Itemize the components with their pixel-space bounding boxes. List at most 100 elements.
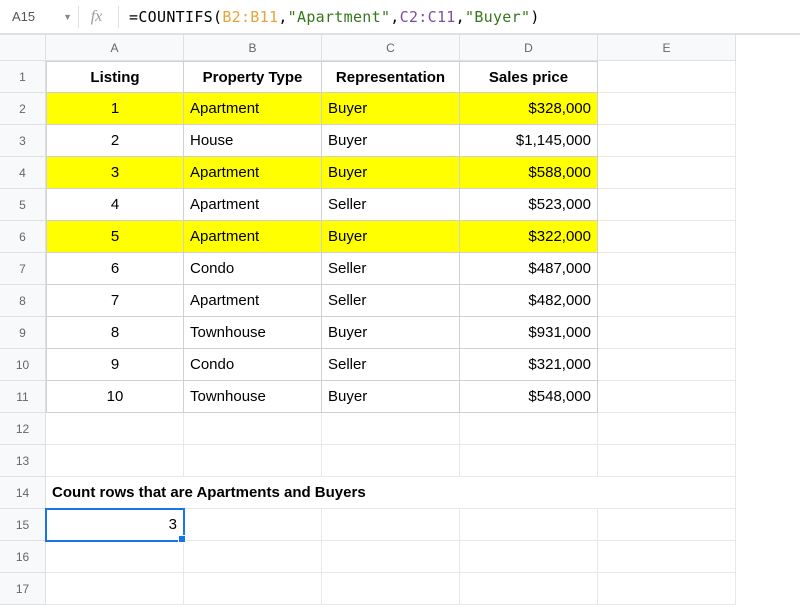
cell-price[interactable]: $1,145,000 <box>460 125 598 157</box>
cell-empty[interactable] <box>598 221 736 253</box>
cell-empty[interactable] <box>598 541 736 573</box>
row-header[interactable]: 16 <box>0 541 46 573</box>
cell-type[interactable]: Apartment <box>184 93 322 125</box>
cell-price[interactable]: $931,000 <box>460 317 598 349</box>
row-header[interactable]: 6 <box>0 221 46 253</box>
cell-empty[interactable] <box>598 317 736 349</box>
cell-rep[interactable]: Buyer <box>322 125 460 157</box>
col-header[interactable]: A <box>46 35 184 61</box>
cell-empty[interactable] <box>460 445 598 477</box>
cell-rep[interactable]: Seller <box>322 349 460 381</box>
cell-type[interactable]: Apartment <box>184 285 322 317</box>
cell-rep[interactable]: Buyer <box>322 221 460 253</box>
cell-type[interactable]: Townhouse <box>184 381 322 413</box>
cell-type[interactable]: Apartment <box>184 189 322 221</box>
cell-type[interactable]: Apartment <box>184 221 322 253</box>
cell-rep[interactable]: Buyer <box>322 317 460 349</box>
summary-label[interactable]: Count rows that are Apartments and Buyer… <box>46 477 598 509</box>
cell-empty[interactable] <box>598 93 736 125</box>
cell-price[interactable]: $328,000 <box>460 93 598 125</box>
cell-empty[interactable] <box>598 349 736 381</box>
row-header[interactable]: 1 <box>0 61 46 93</box>
cell-rep[interactable]: Buyer <box>322 157 460 189</box>
cell-type[interactable]: Apartment <box>184 157 322 189</box>
cell-listing[interactable]: 6 <box>46 253 184 285</box>
cell-empty[interactable] <box>460 413 598 445</box>
col-header[interactable]: B <box>184 35 322 61</box>
cell-price[interactable]: $548,000 <box>460 381 598 413</box>
cell-empty[interactable] <box>598 189 736 221</box>
cell-rep[interactable]: Seller <box>322 253 460 285</box>
cell-empty[interactable] <box>322 413 460 445</box>
cell-listing[interactable]: 7 <box>46 285 184 317</box>
cell-empty[interactable] <box>322 509 460 541</box>
col-header[interactable]: D <box>460 35 598 61</box>
cell-empty[interactable] <box>598 125 736 157</box>
cell-empty[interactable] <box>598 157 736 189</box>
cell-empty[interactable] <box>184 509 322 541</box>
name-box[interactable]: A15 ▼ <box>6 4 78 30</box>
cell-empty[interactable] <box>322 541 460 573</box>
cell-listing[interactable]: 5 <box>46 221 184 253</box>
row-header[interactable]: 3 <box>0 125 46 157</box>
cell-empty[interactable] <box>598 381 736 413</box>
cell-listing[interactable]: 2 <box>46 125 184 157</box>
cell-price[interactable]: $588,000 <box>460 157 598 189</box>
cell-type[interactable]: Condo <box>184 253 322 285</box>
cell-price[interactable]: $321,000 <box>460 349 598 381</box>
row-header[interactable]: 2 <box>0 93 46 125</box>
cell-rep[interactable]: Seller <box>322 285 460 317</box>
cell-empty[interactable] <box>598 61 736 93</box>
cell-empty[interactable] <box>184 413 322 445</box>
row-header[interactable]: 7 <box>0 253 46 285</box>
row-header[interactable]: 17 <box>0 573 46 605</box>
cell-empty[interactable] <box>322 445 460 477</box>
row-header[interactable]: 15 <box>0 509 46 541</box>
row-header[interactable]: 13 <box>0 445 46 477</box>
row-header[interactable]: 9 <box>0 317 46 349</box>
cell-empty[interactable] <box>46 573 184 605</box>
cell-type[interactable]: Townhouse <box>184 317 322 349</box>
cell-empty[interactable] <box>598 509 736 541</box>
cell-rep[interactable]: Buyer <box>322 93 460 125</box>
sheet-grid[interactable]: ABCDE1ListingProperty TypeRepresentation… <box>0 34 800 605</box>
row-header[interactable]: 12 <box>0 413 46 445</box>
cell-type[interactable]: House <box>184 125 322 157</box>
cell-empty[interactable] <box>598 253 736 285</box>
row-header[interactable]: 5 <box>0 189 46 221</box>
cell-listing[interactable]: 9 <box>46 349 184 381</box>
cell-empty[interactable] <box>46 541 184 573</box>
formula-input[interactable]: =COUNTIFS(B2:B11,"Apartment",C2:C11,"Buy… <box>118 6 794 28</box>
row-header[interactable]: 10 <box>0 349 46 381</box>
row-header[interactable]: 11 <box>0 381 46 413</box>
cell-empty[interactable] <box>598 477 736 509</box>
cell-empty[interactable] <box>460 573 598 605</box>
cell-rep[interactable]: Seller <box>322 189 460 221</box>
row-header[interactable]: 8 <box>0 285 46 317</box>
cell-empty[interactable] <box>184 541 322 573</box>
cell-empty[interactable] <box>46 413 184 445</box>
cell-rep[interactable]: Buyer <box>322 381 460 413</box>
col-header[interactable]: C <box>322 35 460 61</box>
cell-empty[interactable] <box>460 509 598 541</box>
cell-listing[interactable]: 4 <box>46 189 184 221</box>
fx-icon[interactable]: fx <box>78 6 114 28</box>
cell-empty[interactable] <box>598 573 736 605</box>
cell-listing[interactable]: 10 <box>46 381 184 413</box>
cell-empty[interactable] <box>184 445 322 477</box>
row-header[interactable]: 4 <box>0 157 46 189</box>
cell-price[interactable]: $322,000 <box>460 221 598 253</box>
cell-price[interactable]: $523,000 <box>460 189 598 221</box>
cell-listing[interactable]: 8 <box>46 317 184 349</box>
selected-cell[interactable]: 3 <box>46 509 184 541</box>
cell-empty[interactable] <box>322 573 460 605</box>
cell-type[interactable]: Condo <box>184 349 322 381</box>
cell-price[interactable]: $487,000 <box>460 253 598 285</box>
row-header[interactable]: 14 <box>0 477 46 509</box>
cell-listing[interactable]: 1 <box>46 93 184 125</box>
cell-price[interactable]: $482,000 <box>460 285 598 317</box>
cell-empty[interactable] <box>460 541 598 573</box>
cell-empty[interactable] <box>598 285 736 317</box>
cell-listing[interactable]: 3 <box>46 157 184 189</box>
cell-empty[interactable] <box>598 413 736 445</box>
